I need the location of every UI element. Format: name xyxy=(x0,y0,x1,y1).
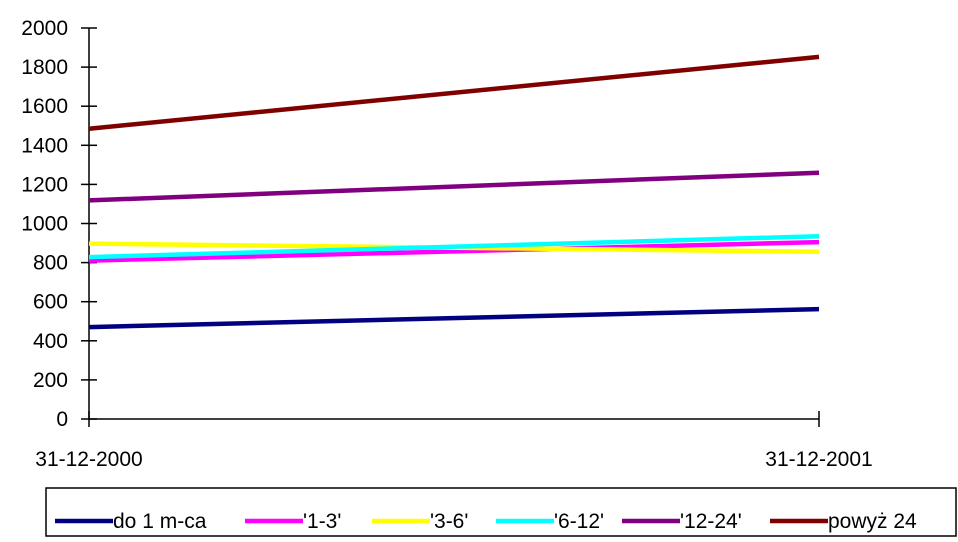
series-line-4 xyxy=(88,170,820,203)
y-tick-label: 0 xyxy=(56,408,68,431)
legend: do 1 m-ca '1-3' '3-6' '6-12' '12-24' powyż 24 xyxy=(45,487,957,537)
series-line-0 xyxy=(88,306,820,330)
y-tick-label: 400 xyxy=(33,330,68,353)
series-lines xyxy=(88,54,820,330)
legend-box xyxy=(45,487,957,537)
x-tick-label: 31-12-2000 xyxy=(35,448,142,471)
y-tick-label: 200 xyxy=(33,369,68,392)
y-tick-label: 1000 xyxy=(21,213,68,236)
legend-label: '6-12' xyxy=(554,510,604,533)
legend-label: '1-3' xyxy=(303,510,341,533)
y-tick-label: 1400 xyxy=(21,134,68,157)
x-tick-label: 31-12-2001 xyxy=(765,448,872,471)
legend-label: '12-24' xyxy=(680,510,742,533)
axes: 0 200 400 600 800 1000 1200 1400 1600 1800 2000 31-… xyxy=(21,17,872,471)
y-tick-label: 1800 xyxy=(21,56,68,79)
y-tick-label: 600 xyxy=(33,291,68,314)
y-tick-label: 1600 xyxy=(21,95,68,118)
legend-label: '3-6' xyxy=(430,510,468,533)
series-line-1 xyxy=(88,239,820,263)
series-line-5 xyxy=(88,54,820,131)
series-line-3 xyxy=(88,233,820,260)
legend-label: powyż 24 xyxy=(828,510,917,533)
y-tick-label: 2000 xyxy=(21,17,68,40)
legend-label: do 1 m-ca xyxy=(113,510,207,533)
y-tick-label: 1200 xyxy=(21,173,68,196)
y-tick-label: 800 xyxy=(33,252,68,275)
